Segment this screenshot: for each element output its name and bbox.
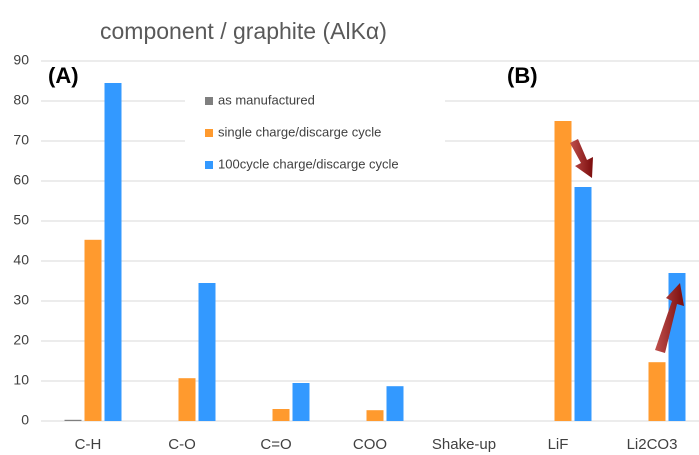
legend-label: 100cycle charge/discarge cycle	[218, 156, 399, 171]
y-tick-label: 40	[13, 252, 29, 268]
arrow	[570, 139, 593, 178]
bar	[64, 419, 82, 421]
y-tick-label: 0	[21, 412, 29, 428]
y-tick-label: 50	[13, 212, 29, 228]
bar	[178, 378, 196, 421]
bar	[386, 386, 404, 421]
y-tick-label: 90	[13, 52, 29, 68]
x-tick-label: COO	[353, 436, 387, 453]
bar	[272, 409, 290, 421]
y-tick-label: 80	[13, 92, 29, 108]
legend-swatch	[205, 97, 213, 105]
bar	[292, 383, 310, 421]
x-tick-label: Shake-up	[432, 436, 496, 453]
bar	[554, 121, 572, 421]
x-tick-label: LiF	[548, 436, 569, 453]
bar	[104, 83, 122, 421]
x-tick-label: C-O	[168, 436, 196, 453]
x-tick-label: C=O	[260, 436, 291, 453]
chart-title: component / graphite (AlKα)	[100, 18, 387, 44]
bar	[366, 410, 384, 421]
y-tick-label: 30	[13, 292, 29, 308]
bar	[574, 187, 592, 421]
x-tick-label: C-H	[75, 436, 102, 453]
annotation: (A)	[48, 63, 79, 88]
bar	[648, 362, 666, 421]
x-tick-label: Li2CO3	[627, 436, 678, 453]
arrow	[655, 283, 684, 353]
bar	[84, 239, 102, 421]
legend-swatch	[205, 129, 213, 137]
y-tick-label: 60	[13, 172, 29, 188]
legend-label: as manufactured	[218, 92, 315, 107]
annotation: (B)	[507, 63, 538, 88]
y-tick-label: 20	[13, 332, 29, 348]
legend-swatch	[205, 161, 213, 169]
bar	[198, 283, 216, 421]
legend-box	[185, 88, 445, 180]
y-tick-label: 10	[13, 372, 29, 388]
y-tick-label: 70	[13, 132, 29, 148]
legend-label: single charge/discarge cycle	[218, 124, 381, 139]
